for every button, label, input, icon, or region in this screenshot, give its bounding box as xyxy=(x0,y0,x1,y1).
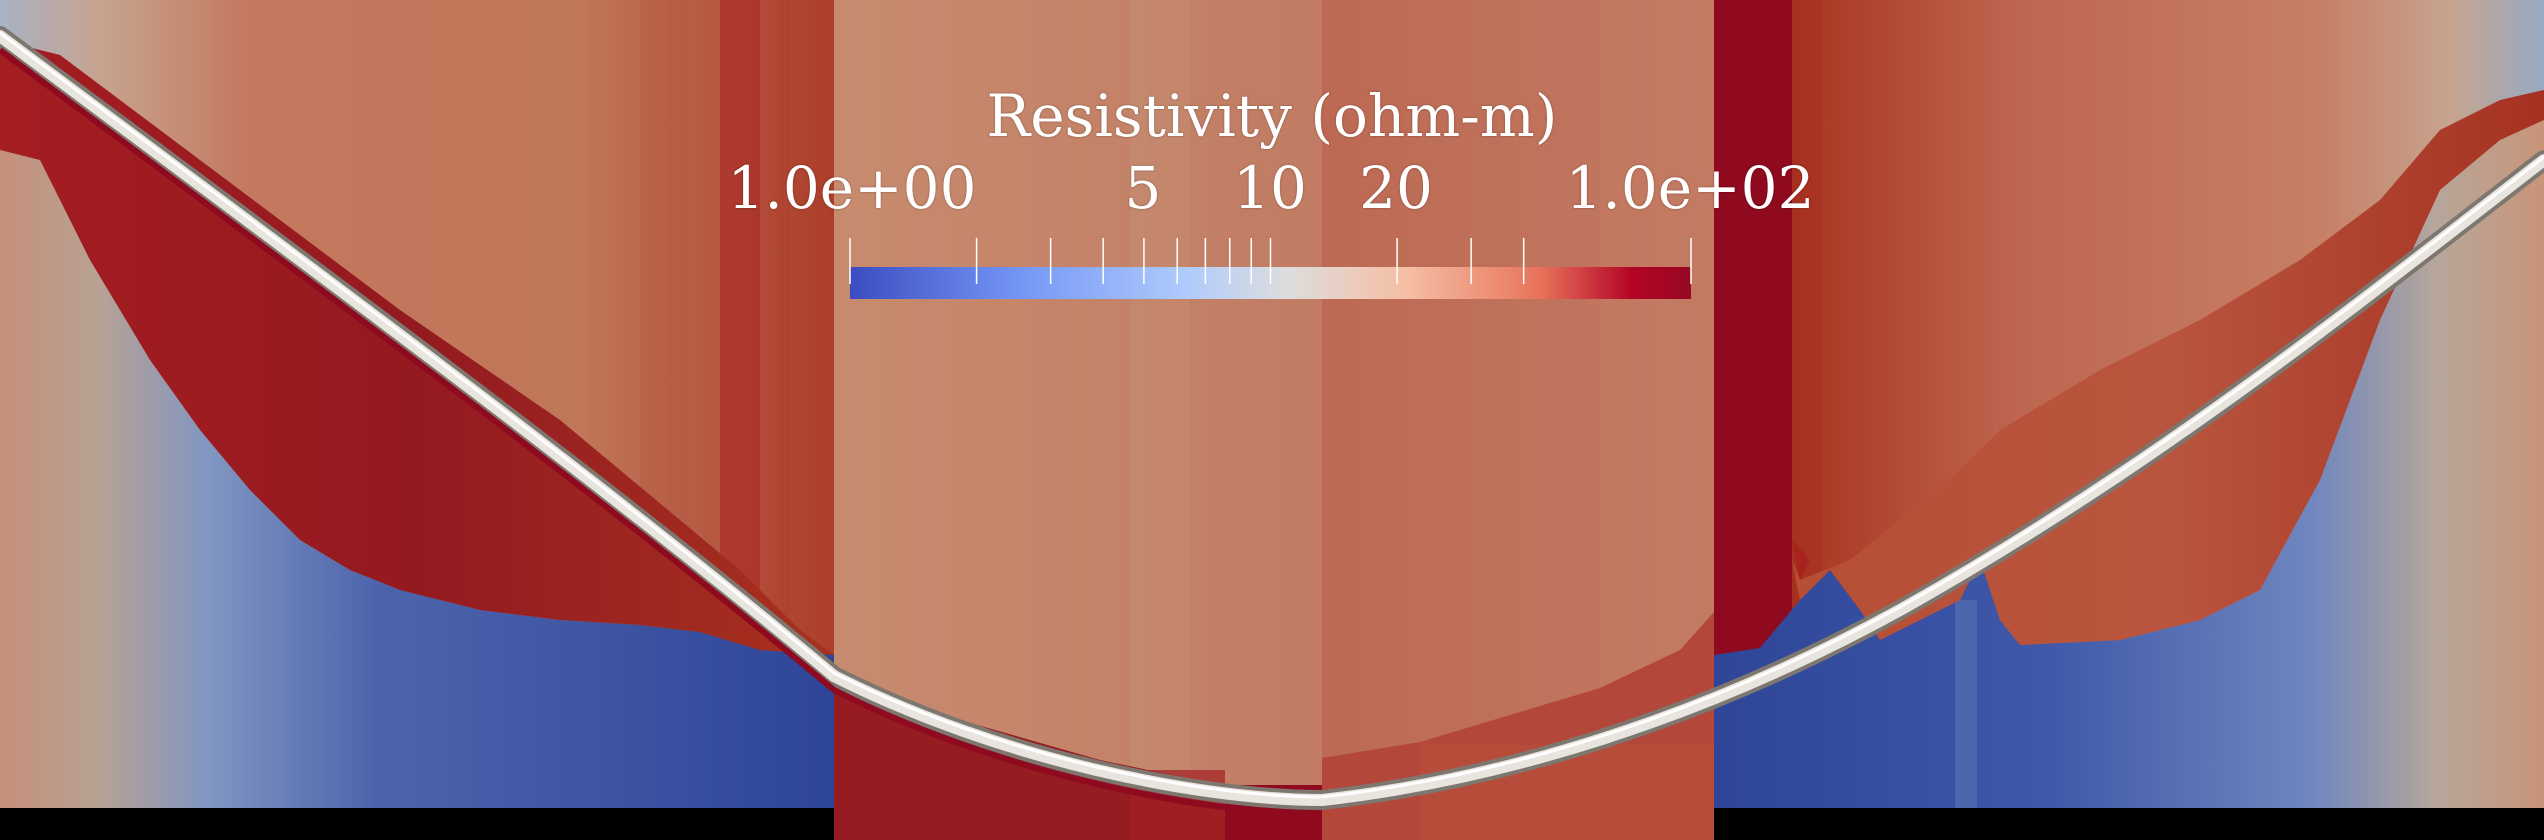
colorbar-max-label: 1.0e+02 xyxy=(1565,154,1815,222)
well-trajectory-tube xyxy=(0,26,2544,817)
colorbar-label-20: 20 xyxy=(1359,154,1433,222)
viewport-floor xyxy=(0,808,834,840)
colorbar-label-5: 5 xyxy=(1124,154,1162,222)
right-resistivity-curtain xyxy=(1714,0,2544,808)
colorbar-title: Resistivity (ohm-m) xyxy=(986,82,1558,150)
colorbar-ticks xyxy=(849,238,1692,284)
colorbar-min-label: 1.0e+00 xyxy=(727,154,977,222)
colorbar-label-10: 10 xyxy=(1233,154,1307,222)
colorbar xyxy=(849,238,1692,299)
conductive-red-strip xyxy=(1714,0,1792,655)
